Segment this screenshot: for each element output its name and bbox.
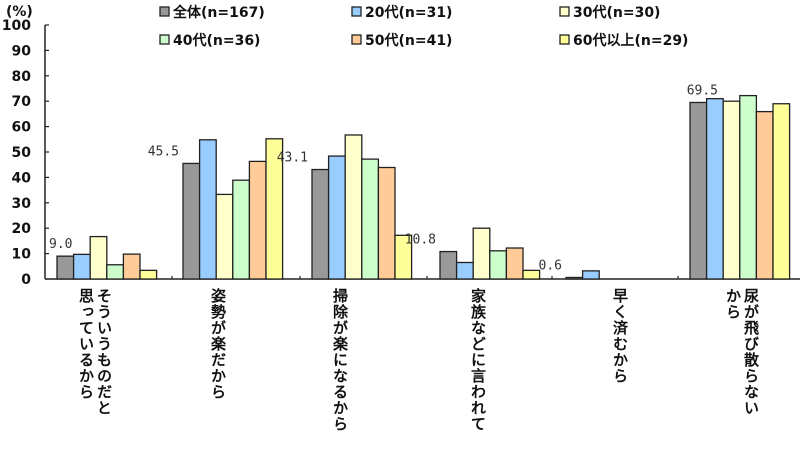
y-tick-label: 30 <box>12 196 32 212</box>
y-tick-label: 90 <box>12 43 32 59</box>
bar <box>772 103 791 280</box>
y-tick-label: 60 <box>12 120 32 136</box>
value-label: 69.5 <box>687 83 718 98</box>
x-category-label: そういうものだと 思っているから <box>77 288 113 416</box>
bar-series <box>106 94 758 280</box>
legend-swatch-icon <box>159 6 170 17</box>
x-category-label: 尿が飛び散らない から <box>724 288 760 416</box>
x-category-label-line: そういうものだと <box>95 288 113 416</box>
bar-series <box>89 100 741 280</box>
value-label: 43.1 <box>277 151 308 166</box>
x-category-label: 早く済むから <box>611 288 629 384</box>
legend-swatch-icon <box>159 34 170 45</box>
x-category-label-line: 家族などに言われて <box>469 288 487 432</box>
value-label: 10.8 <box>405 233 436 248</box>
legend: 全体(n=167) 20代(n=31) 30代(n=30) 40代(n=36) 50代(… <box>159 4 688 49</box>
bar <box>722 100 741 280</box>
x-category-label: 姿勢が楽だから <box>209 288 227 400</box>
bar <box>689 101 708 280</box>
bar <box>581 270 600 280</box>
bar <box>755 110 774 280</box>
bar <box>565 276 584 280</box>
legend-label: 40代(n=36) <box>173 32 260 49</box>
x-category-label-line: 掃除が楽になるから <box>331 288 349 432</box>
bar <box>72 253 91 280</box>
legend-swatch-icon <box>351 34 362 45</box>
legend-item: 40代(n=36) <box>159 32 260 49</box>
y-tick-label: 40 <box>12 170 32 186</box>
y-tick-label: 10 <box>12 247 32 263</box>
legend-item: 20代(n=31) <box>351 4 452 21</box>
legend-label: 20代(n=31) <box>365 4 452 21</box>
bar <box>106 264 125 280</box>
y-tick-label: 70 <box>12 94 32 110</box>
bar <box>522 269 541 280</box>
bar <box>489 250 508 280</box>
bar <box>56 255 75 280</box>
bar <box>311 168 330 280</box>
bar <box>377 166 396 280</box>
value-label: 0.6 <box>539 258 562 273</box>
legend-swatch-icon <box>559 34 570 45</box>
legend-label: 50代(n=41) <box>365 32 452 49</box>
y-axis-unit-label: (%) <box>6 4 33 20</box>
bar <box>439 250 458 280</box>
legend-label: 30代(n=30) <box>573 4 660 21</box>
value-annotations: 9.0 45.5 43.1 10.8 0.6 69.5 <box>49 83 718 273</box>
legend-label: 60代以上(n=29) <box>573 32 688 49</box>
legend-swatch-icon <box>351 6 362 17</box>
bar <box>455 261 474 280</box>
bar <box>182 162 201 280</box>
x-category-label-line: から <box>724 288 742 320</box>
y-tick-label: 0 <box>21 272 31 288</box>
x-category-label-line: 思っているから <box>77 288 95 400</box>
bar <box>89 235 108 280</box>
x-category-label-line: 早く済むから <box>611 288 629 384</box>
bar <box>505 247 524 280</box>
bar <box>139 269 158 280</box>
bar <box>472 227 491 280</box>
value-label: 9.0 <box>49 237 72 252</box>
x-category-label-line: 姿勢が楽だから <box>209 288 227 400</box>
bar-series <box>56 101 708 280</box>
legend-swatch-icon <box>559 6 570 17</box>
bar-series <box>72 98 724 280</box>
bar <box>705 98 724 280</box>
bar <box>248 160 267 280</box>
bar <box>232 179 251 280</box>
x-category-label-line: 尿が飛び散らない <box>742 288 760 416</box>
bar <box>361 158 380 280</box>
bar <box>215 193 234 280</box>
legend-item: 50代(n=41) <box>351 32 452 49</box>
bar <box>327 155 346 280</box>
bar-series-group <box>56 94 791 280</box>
bar-series <box>122 110 774 280</box>
x-category-label: 掃除が楽になるから <box>331 288 349 432</box>
bar <box>344 134 363 280</box>
y-tick-label: 20 <box>12 221 32 237</box>
legend-label: 全体(n=167) <box>172 4 265 21</box>
bar <box>122 253 141 280</box>
legend-item: 60代以上(n=29) <box>559 32 688 49</box>
y-tick-label: 80 <box>12 69 32 85</box>
y-tick-label: 50 <box>12 145 32 161</box>
bar <box>265 138 284 280</box>
bar-series <box>139 103 791 280</box>
value-label: 45.5 <box>148 144 179 159</box>
legend-item: 全体(n=167) <box>159 4 265 21</box>
x-axis <box>45 276 800 280</box>
legend-item: 30代(n=30) <box>559 4 660 21</box>
bar <box>394 234 413 280</box>
bar <box>198 139 217 280</box>
x-category-label: 家族などに言われて <box>469 288 487 432</box>
y-tick-label: 100 <box>2 18 31 34</box>
y-axis: 0 10 20 30 40 50 60 70 80 90 100 <box>2 18 49 288</box>
bar <box>739 94 758 280</box>
